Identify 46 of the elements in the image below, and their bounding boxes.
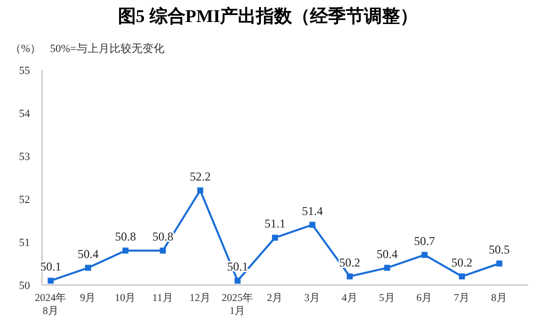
x-tick-label: 4月 bbox=[342, 292, 358, 304]
x-tick-label: 7月 bbox=[454, 292, 470, 304]
data-label: 51.1 bbox=[264, 216, 286, 231]
x-tick-label: 9月 bbox=[80, 292, 96, 304]
x-tick-label: 11月 bbox=[152, 292, 174, 304]
x-tick-label: 3月 bbox=[304, 292, 321, 304]
x-tick-label: 2月 bbox=[266, 292, 284, 304]
point bbox=[384, 264, 390, 271]
point bbox=[309, 222, 316, 228]
point bbox=[85, 264, 92, 271]
x-tick-label: 2024年 8月 bbox=[34, 292, 67, 317]
point bbox=[496, 260, 502, 266]
y-tick-label: 54 bbox=[19, 108, 30, 120]
y-tick-label: 55 bbox=[19, 65, 30, 77]
point bbox=[272, 234, 278, 241]
point bbox=[122, 248, 128, 254]
data-label: 50.7 bbox=[414, 234, 436, 248]
data-label: 51.4 bbox=[302, 204, 323, 218]
point bbox=[346, 273, 353, 280]
data-label: 50.2 bbox=[451, 255, 472, 270]
data-label: 50.2 bbox=[339, 255, 360, 270]
y-axis-title: （%） bbox=[10, 43, 42, 55]
data-label: 50.5 bbox=[488, 242, 510, 256]
point bbox=[48, 278, 54, 284]
point bbox=[160, 248, 166, 254]
point bbox=[458, 273, 465, 280]
chart-title: 图5 综合PMI产出指数（经季节调整） bbox=[118, 6, 418, 26]
x-tick-label: 5月 bbox=[379, 292, 396, 304]
x-tick-label: 12月 bbox=[189, 292, 211, 304]
text: 50%=与上月比较无变化 bbox=[50, 42, 164, 55]
y-tick-label: 53 bbox=[19, 151, 30, 163]
data-label: 50.4 bbox=[78, 246, 99, 261]
point bbox=[197, 187, 204, 194]
data-label: 50.8 bbox=[114, 230, 136, 244]
y-tick-label: 51 bbox=[19, 237, 30, 249]
data-label: 50.1 bbox=[40, 260, 62, 274]
x-tick-label: 2025年 1月 bbox=[222, 292, 254, 317]
y-tick-label: 52 bbox=[19, 194, 30, 206]
point bbox=[422, 252, 428, 258]
data-label: 52.2 bbox=[190, 169, 211, 184]
y-tick-label: 50 bbox=[19, 280, 30, 292]
data-label: 50.4 bbox=[376, 246, 398, 261]
point bbox=[234, 278, 241, 284]
x-tick-label: 10月 bbox=[114, 292, 136, 304]
x-tick-label: 8月 bbox=[491, 292, 508, 304]
x-tick-label: 6月 bbox=[416, 292, 433, 304]
